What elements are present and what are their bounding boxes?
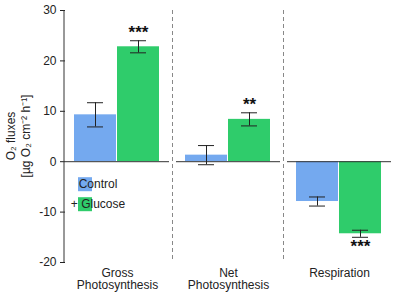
svg-text:[µg O₂ cm⁻² h⁻¹]: [µg O₂ cm⁻² h⁻¹] bbox=[19, 95, 33, 178]
svg-text:10: 10 bbox=[43, 104, 57, 118]
svg-text:20: 20 bbox=[43, 54, 57, 68]
svg-text:O₂ fluxes: O₂ fluxes bbox=[4, 112, 18, 161]
svg-text:Control: Control bbox=[79, 177, 118, 191]
svg-text:***: *** bbox=[129, 23, 149, 42]
svg-text:30: 30 bbox=[43, 3, 57, 17]
svg-text:+ Glucose: + Glucose bbox=[71, 197, 126, 211]
svg-text:NetPhotosynthesis: NetPhotosynthesis bbox=[188, 266, 269, 292]
svg-text:GrossPhotosynthesis: GrossPhotosynthesis bbox=[77, 266, 158, 292]
svg-text:Respiration: Respiration bbox=[309, 266, 370, 280]
svg-text:-10: -10 bbox=[39, 205, 57, 219]
svg-text:0: 0 bbox=[50, 155, 57, 169]
svg-text:***: *** bbox=[351, 237, 371, 256]
svg-text:-20: -20 bbox=[39, 255, 57, 269]
svg-text:**: ** bbox=[243, 95, 257, 114]
